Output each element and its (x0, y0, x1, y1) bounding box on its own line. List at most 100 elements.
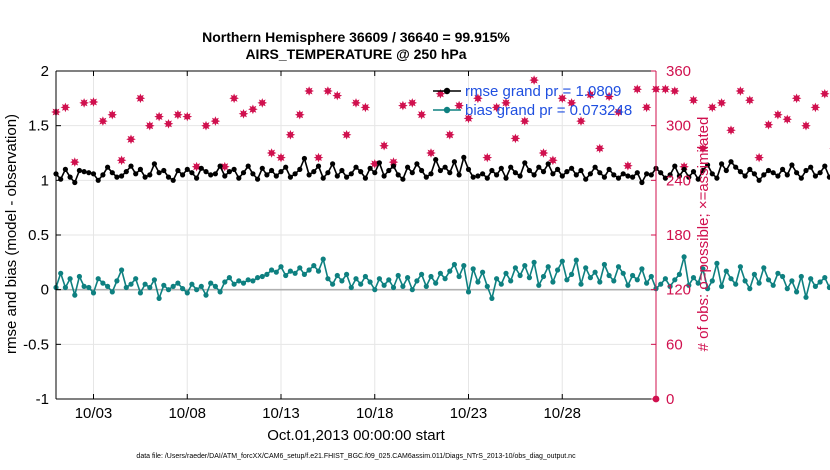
obs-point (79, 98, 89, 108)
obs-point (670, 86, 680, 96)
obs-point (820, 89, 830, 99)
rmse-point (330, 161, 336, 167)
obs-point (182, 111, 193, 122)
bias-point (348, 284, 354, 291)
bias-point (105, 283, 111, 289)
obs-point (360, 102, 371, 113)
bias-point (817, 279, 823, 285)
obs-point (388, 157, 399, 167)
bias-point (667, 283, 673, 289)
rmse-point (170, 177, 176, 183)
y2-tick-label: 60 (666, 336, 683, 353)
rmse-point (306, 172, 312, 178)
legend: rmse grand pr = 1.0809 bias grand pr = 0… (433, 83, 632, 119)
bias-point (212, 283, 218, 289)
rmse-point (114, 174, 120, 180)
bias-point (695, 280, 701, 286)
rmse-point (798, 175, 804, 181)
bias-point (719, 283, 725, 289)
rmse-point (615, 175, 622, 181)
bias-point (156, 295, 162, 301)
rmse-point (147, 172, 153, 178)
bias-point (311, 263, 317, 269)
y-tick-label: 1.5 (28, 118, 49, 135)
bias-point (765, 277, 772, 283)
obs-point (613, 107, 624, 117)
bias-point (119, 267, 125, 273)
rmse-point (770, 170, 776, 176)
rmse-point (681, 166, 687, 172)
bias-point (273, 269, 279, 275)
bias-point (400, 283, 406, 289)
bias-point (658, 281, 664, 287)
rmse-point (142, 174, 148, 180)
obs-point (379, 140, 389, 151)
data-file-footer: data file: /Users/raeder/DAI/ATM_forcXX/… (136, 453, 576, 460)
obs-point (538, 148, 549, 158)
obs-point (70, 157, 80, 167)
obs-point (463, 113, 474, 124)
rmse-point (808, 164, 814, 170)
bias-point (512, 265, 519, 271)
rmse-point (569, 165, 575, 171)
rmse-point (372, 170, 378, 176)
bias-point (236, 278, 242, 284)
bias-point (287, 268, 293, 274)
rmse-point (583, 176, 589, 182)
obs-point (407, 98, 418, 108)
bias-point (231, 281, 237, 287)
rmse-point (123, 169, 129, 175)
rmse-point (273, 173, 279, 179)
bias-point (522, 263, 528, 269)
rmse-point (76, 167, 82, 174)
rmse-point (264, 172, 270, 178)
rmse-point (278, 169, 284, 175)
rmse-point (723, 167, 729, 174)
rmse-point (578, 167, 584, 174)
bias-point (470, 266, 476, 272)
rmse-point (719, 161, 725, 167)
obs-point (641, 102, 652, 113)
y-tick-label: 0 (41, 282, 49, 299)
bias-point (728, 276, 734, 282)
bias-point (133, 276, 139, 282)
rmse-point (301, 155, 307, 162)
bias-point (269, 267, 275, 273)
rmse-point (72, 179, 78, 186)
bias-point (95, 276, 101, 282)
y2-tick-label: 300 (666, 118, 691, 135)
rmse-point (667, 172, 673, 178)
bias-point (601, 261, 608, 268)
bias-point (367, 279, 373, 285)
obs-point (660, 84, 671, 94)
bias-point (587, 275, 594, 281)
bias-point (456, 273, 462, 280)
rmse-point (484, 175, 490, 181)
bias-point (573, 257, 579, 263)
bias-point (826, 284, 830, 291)
bias-point (437, 270, 443, 276)
rmse-point (428, 171, 434, 177)
bias-point (81, 283, 87, 289)
x-tick-label: 10/23 (450, 405, 488, 422)
bias-point (226, 275, 232, 281)
bias-point (808, 276, 814, 282)
obs-point (229, 93, 239, 104)
rmse-point (180, 172, 186, 178)
bias-point (147, 284, 153, 291)
bias-point (597, 279, 603, 285)
rmse-point (545, 161, 551, 167)
bias-point (526, 275, 533, 281)
bias-point (822, 275, 828, 281)
rmse-point (405, 164, 411, 170)
bias-point (58, 270, 64, 276)
rmse-point (184, 166, 190, 172)
bias-point (292, 270, 298, 276)
x-tick-label: 10/03 (75, 405, 113, 422)
obs-point (285, 130, 296, 140)
bias-point (259, 273, 265, 280)
obs-point (173, 109, 183, 120)
rmse-point (198, 165, 204, 171)
obs-point (98, 116, 108, 126)
